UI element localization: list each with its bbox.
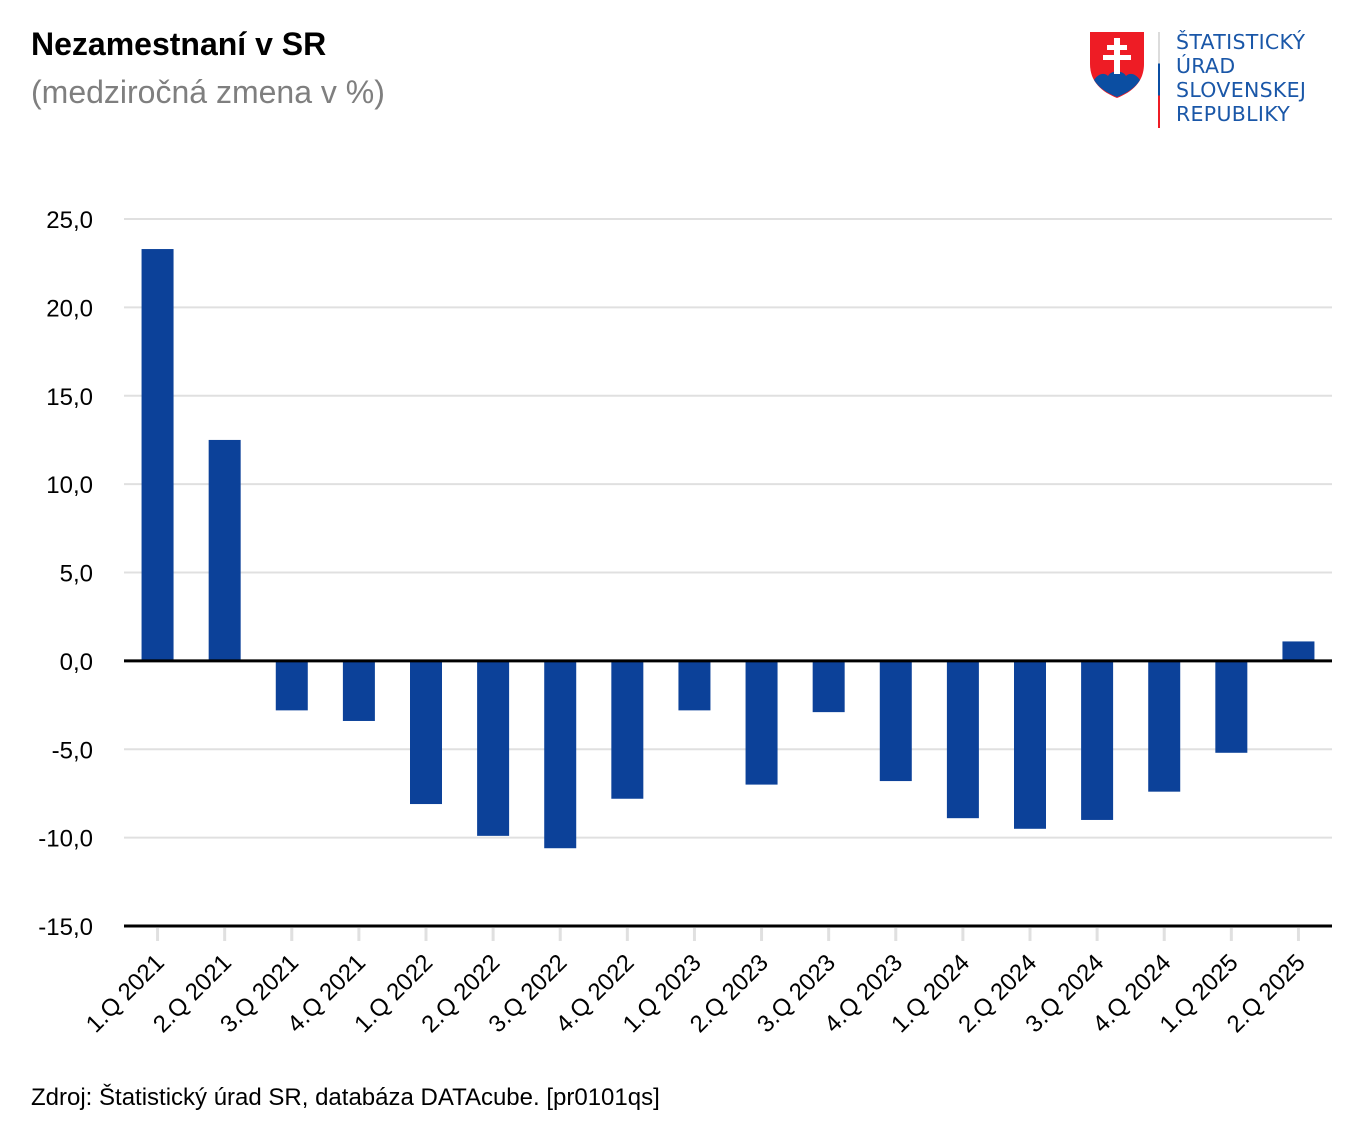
y-tick-label: 20,0 [46, 295, 93, 322]
bar [1148, 660, 1181, 792]
bar [477, 660, 510, 836]
bar [946, 660, 979, 819]
gridlines [124, 218, 1332, 839]
bar [1282, 641, 1315, 661]
bar [812, 660, 845, 713]
bar [1014, 660, 1046, 829]
bar [342, 660, 375, 721]
logo-line: ŠTATISTICKÝ [1176, 30, 1306, 54]
logo-divider [1158, 32, 1160, 128]
chart-title: Nezamestnaní v SR [31, 26, 327, 62]
logo-line: ÚRAD [1176, 54, 1236, 78]
y-tick-label: 0,0 [60, 649, 93, 676]
bar [1215, 660, 1248, 753]
logo-line: REPUBLIKY [1176, 102, 1291, 126]
bars [141, 249, 1315, 849]
y-tick-label: -10,0 [38, 826, 93, 853]
bar [208, 439, 241, 661]
chart-subtitle: (medziročná zmena v %) [31, 74, 385, 110]
bar [544, 660, 577, 849]
statistical-office-logo: ŠTATISTICKÝ ÚRAD SLOVENSKEJ REPUBLIKY [1088, 30, 1328, 130]
bar [275, 660, 308, 711]
bar [141, 249, 174, 661]
y-tick-label: -5,0 [52, 737, 93, 764]
y-tick-label: 25,0 [46, 207, 93, 234]
y-tick-label: 15,0 [46, 384, 93, 411]
y-tick-label: 10,0 [46, 472, 93, 499]
slovak-coat-of-arms-icon [1090, 32, 1144, 98]
y-tick-label: -15,0 [38, 914, 93, 941]
bar [678, 660, 711, 711]
bar [611, 660, 644, 799]
logo-line: SLOVENSKEJ [1176, 78, 1307, 102]
logo-text: ŠTATISTICKÝ ÚRAD SLOVENSKEJ REPUBLIKY [1176, 30, 1306, 126]
y-tick-labels: 25,0 20,0 15,0 10,0 5,0 0,0 -5,0 -10,0 -15,0 [38, 207, 93, 941]
bar [1081, 660, 1114, 820]
y-tick-label: 5,0 [60, 561, 93, 588]
bar [879, 660, 912, 782]
axes [124, 659, 1332, 941]
source-note: Zdroj: Štatistický úrad SR, databáza DAT… [31, 1084, 660, 1111]
bar [745, 660, 778, 785]
bar [410, 660, 442, 805]
